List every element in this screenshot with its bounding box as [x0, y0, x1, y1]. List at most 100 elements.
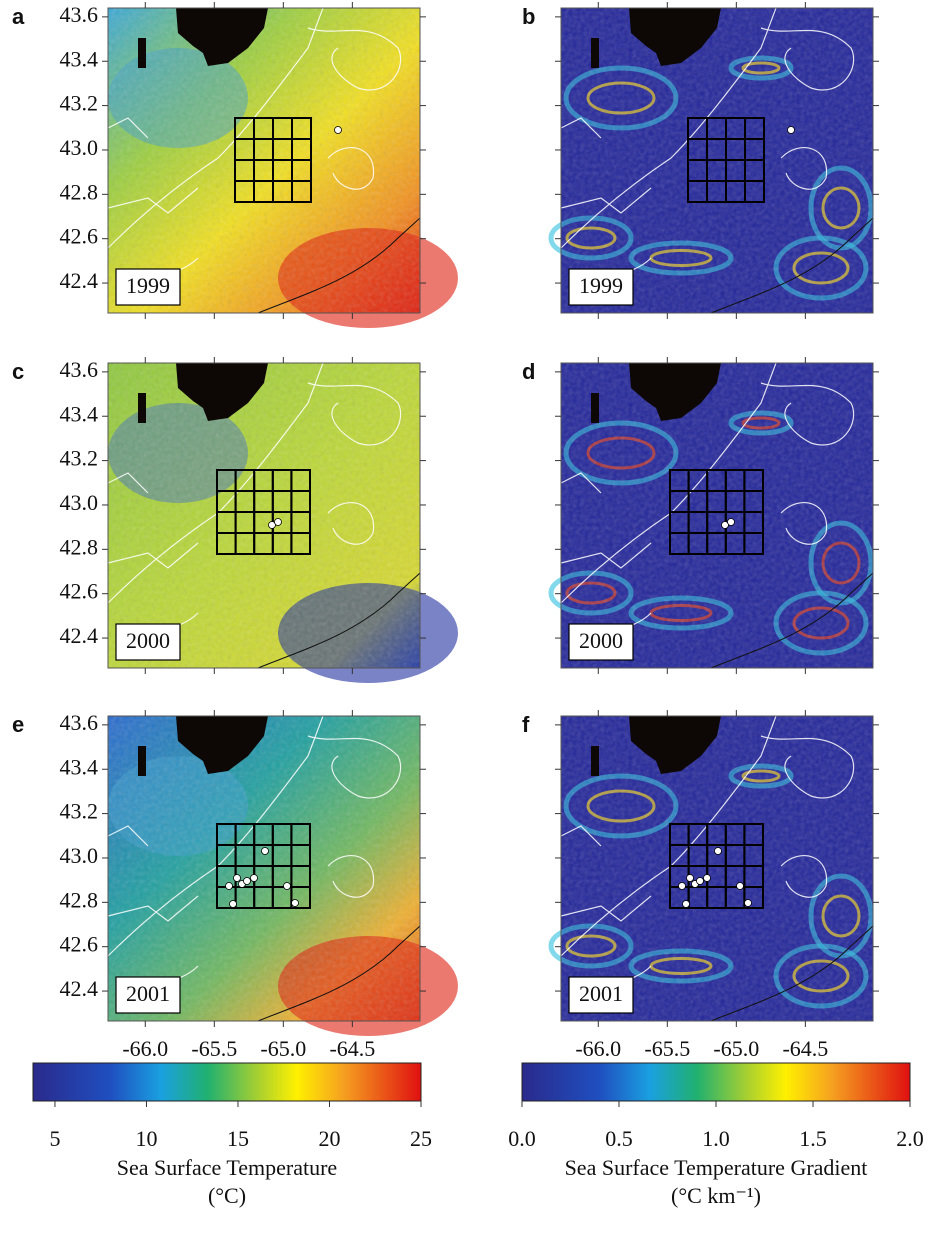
panel-letter: e [12, 712, 24, 737]
station [243, 877, 251, 885]
colorbar-tick-label: 1.0 [702, 1126, 730, 1151]
panel-letter: f [522, 712, 530, 737]
station [727, 518, 735, 526]
map-panel: 43.6 43.4 43.2 43.0 42.8 42.6 42.4 1999 a [12, 2, 458, 328]
colorbar [32, 1062, 422, 1102]
y-tick-label: 42.8 [60, 179, 99, 204]
panel-letter: a [12, 4, 25, 29]
station [225, 882, 233, 890]
frame [107, 7, 421, 314]
y-tick-label: 43.4 [60, 401, 99, 426]
y-tick-label: 43.4 [60, 46, 99, 71]
y-tick-label: 42.4 [60, 268, 99, 293]
y-tick-label: 42.4 [60, 976, 99, 1001]
station [714, 847, 722, 855]
station [283, 882, 291, 890]
land [138, 363, 268, 423]
year-box [568, 623, 634, 661]
land [138, 8, 268, 68]
year-box [568, 976, 634, 1014]
land [591, 363, 721, 423]
station [682, 900, 690, 908]
station [721, 521, 729, 529]
x-tick-label: -65.0 [260, 1036, 306, 1061]
colorbar-tick-label: 2.0 [896, 1126, 924, 1151]
x-tick-label: -65.0 [713, 1036, 759, 1061]
y-tick-label: 42.6 [60, 224, 99, 249]
colorbar-tick-label: 25 [410, 1126, 432, 1151]
y-tick-label: 42.4 [60, 623, 99, 648]
year-label: 1999 [579, 273, 623, 298]
bank-contour [560, 7, 855, 289]
year-box [115, 976, 181, 1014]
grid-cell [291, 180, 312, 203]
colorbar-tick-label: 1.5 [799, 1126, 827, 1151]
map-panel: -66.0 -65.5 -65.0 -64.5 2001 f [522, 710, 879, 1061]
station [678, 882, 686, 890]
texture [561, 716, 873, 1021]
shoreline [710, 217, 874, 314]
panel-letter: d [522, 359, 535, 384]
colorbar-tick-label: 5 [49, 1126, 60, 1151]
colorbar-unit: (°C km⁻¹) [671, 1183, 761, 1208]
station [787, 126, 795, 134]
y-tick-label: 43.2 [60, 91, 99, 116]
station [268, 521, 276, 529]
station [250, 874, 258, 882]
colorbar-tick-label: 0.0 [508, 1126, 536, 1151]
grid-cell [290, 886, 311, 909]
panel-letter: b [522, 4, 535, 29]
colorbar-tick-label: 0.5 [605, 1126, 633, 1151]
year-box [115, 623, 181, 661]
station [696, 877, 704, 885]
land [591, 716, 721, 776]
station [736, 882, 744, 890]
y-tick-label: 43.6 [60, 2, 99, 27]
colorbar-tick-label: 10 [135, 1126, 157, 1151]
panel-letter: c [12, 359, 24, 384]
year-label: 1999 [126, 273, 170, 298]
year-box [115, 268, 181, 306]
x-tick-label: -64.5 [782, 1036, 828, 1061]
y-tick-label: 42.8 [60, 534, 99, 559]
x-tick-label: -64.5 [329, 1036, 375, 1061]
map-panel: 43.6 43.4 43.2 43.0 42.8 42.6 42.4 -66.0 -65.5 -6… [12, 710, 458, 1061]
frame [560, 362, 874, 669]
station [703, 874, 711, 882]
station [686, 874, 694, 882]
frame [560, 7, 874, 314]
y-tick-label: 43.0 [60, 135, 99, 160]
y-tick-label: 42.6 [60, 579, 99, 604]
station [334, 126, 342, 134]
shoreline [257, 925, 421, 1022]
shoreline [257, 572, 421, 669]
colorbar-tick-label: 20 [318, 1126, 340, 1151]
x-tick-label: -66.0 [575, 1036, 621, 1061]
station [233, 874, 241, 882]
y-tick-label: 43.0 [60, 843, 99, 868]
year-label: 2001 [126, 981, 170, 1006]
frame [560, 715, 874, 1022]
bank-contour [107, 7, 402, 289]
x-tick-label: -66.0 [122, 1036, 168, 1061]
year-label: 2001 [579, 981, 623, 1006]
texture [108, 716, 420, 1021]
map-panel: 2000 d [522, 357, 879, 674]
y-tick-label: 43.2 [60, 446, 99, 471]
station [274, 518, 282, 526]
grid-cell [290, 532, 311, 555]
land [138, 716, 268, 776]
station [291, 899, 299, 907]
colorbar-label: Sea Surface Temperature Gradient [565, 1155, 868, 1180]
grid-cell [743, 532, 764, 555]
shoreline [710, 572, 874, 669]
station [744, 899, 752, 907]
year-label: 2000 [579, 628, 623, 653]
map-panel: 43.6 43.4 43.2 43.0 42.8 42.6 42.4 2000 c [12, 357, 458, 683]
year-box [568, 268, 634, 306]
frame [107, 362, 421, 669]
y-tick-label: 43.6 [60, 710, 99, 735]
colorbar-unit: (°C) [208, 1183, 246, 1208]
colorbar-label: Sea Surface Temperature [117, 1155, 337, 1180]
map-panel: 1999 b [522, 2, 879, 319]
